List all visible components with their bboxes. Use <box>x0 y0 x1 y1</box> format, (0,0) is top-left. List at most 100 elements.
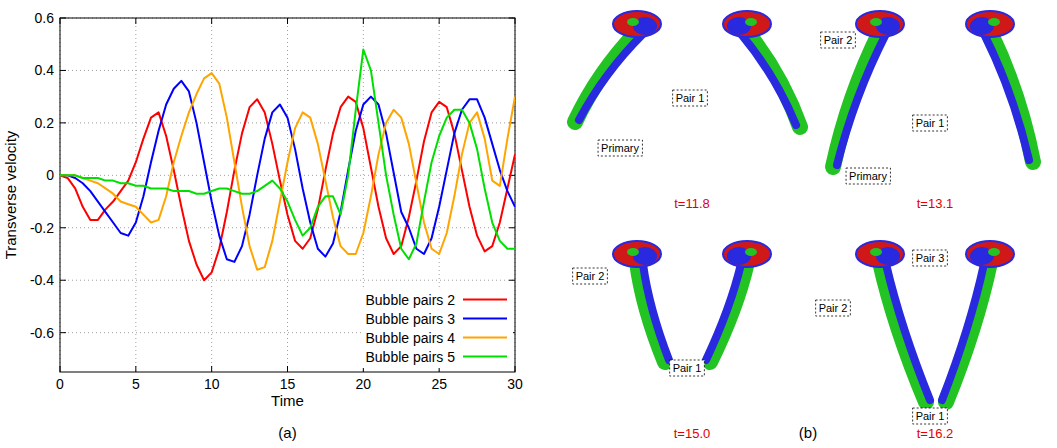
label-box <box>846 168 890 184</box>
grid-line <box>135 18 136 372</box>
tick <box>60 332 66 333</box>
bubble-tail <box>741 34 796 125</box>
series-line <box>60 97 515 281</box>
bubble-tail <box>942 264 984 400</box>
tick <box>60 122 66 123</box>
label-box <box>913 115 948 131</box>
bubble-tail <box>643 264 669 360</box>
legend-label: Bubble pairs 5 <box>365 349 455 365</box>
bubble-tail <box>886 264 930 400</box>
tick-label: -0.6 <box>30 325 54 341</box>
tick-label: 0.2 <box>35 115 55 131</box>
legend-swatch <box>463 356 507 358</box>
legend-swatch <box>463 337 507 339</box>
bubble-cap <box>856 11 904 37</box>
tick-label: 0 <box>46 167 54 183</box>
snapshot: Pair 2 Pair 1 t=15.0 <box>573 241 771 441</box>
tick-label: 15 <box>280 376 296 392</box>
series-line <box>60 49 515 259</box>
snapshot-label: Pair 2 <box>576 270 605 282</box>
snapshot-label: Pair 1 <box>916 410 945 422</box>
panel-label: (b) <box>799 424 817 441</box>
tick <box>135 366 136 372</box>
grid-line <box>287 18 288 372</box>
panel-label: (a) <box>278 424 296 441</box>
tick <box>439 18 440 24</box>
legend-swatch <box>463 299 507 301</box>
snapshot-label: Pair 1 <box>676 92 705 104</box>
legend-label: Bubble pairs 4 <box>365 330 455 346</box>
label-box <box>673 90 708 106</box>
bubble-cap <box>723 241 771 267</box>
snapshot: Pair 3Pair 2Pair 1t=16.2 <box>816 241 1014 441</box>
snapshot-label: Primary <box>601 142 639 154</box>
series-group <box>60 49 515 280</box>
tick-label: 5 <box>132 376 140 392</box>
legend-bg <box>361 288 513 368</box>
snapshot-label: Pair 1 <box>916 117 945 129</box>
bubble-cap <box>745 18 757 26</box>
legend-label: Bubble pairs 2 <box>365 292 455 308</box>
tick <box>509 70 515 71</box>
tick <box>211 366 212 372</box>
tick-label: 25 <box>431 376 447 392</box>
label-box <box>913 408 948 424</box>
axis-title: Time <box>271 392 304 409</box>
tick <box>287 366 288 372</box>
label-box <box>598 140 642 156</box>
tick-label: 30 <box>507 376 523 392</box>
tick <box>135 18 136 24</box>
bubble-cap <box>627 18 639 26</box>
snapshot: Pair 2 Pair 1 Primary t=13.1 <box>821 11 1033 211</box>
snapshot-label: Pair 1 <box>673 362 702 374</box>
tick <box>509 280 515 281</box>
bubble-tail <box>837 34 886 165</box>
legend: Bubble pairs 2 Bubble pairs 3 Bubble pairs… <box>361 288 513 368</box>
tick-label: -0.4 <box>30 272 54 288</box>
grid <box>60 18 515 372</box>
grid-line <box>60 280 515 281</box>
tick <box>60 70 66 71</box>
snapshot-time: t=15.0 <box>674 426 711 441</box>
tick-label: 20 <box>356 376 372 392</box>
bubble-cap <box>988 248 1000 256</box>
label-box <box>670 360 705 376</box>
tick <box>60 227 66 228</box>
legend-swatch <box>463 318 507 320</box>
tick <box>211 18 212 24</box>
tick-label: -0.2 <box>30 220 54 236</box>
bubble-tail <box>984 34 1029 160</box>
bubble-cap <box>613 241 661 267</box>
tick <box>509 227 515 228</box>
legend-label: Bubble pairs 3 <box>365 311 455 327</box>
label-box <box>816 300 851 316</box>
bubble-cap <box>613 11 661 37</box>
bubble-cap <box>988 18 1000 26</box>
tick-label: 0.6 <box>35 10 55 26</box>
label-box <box>913 250 948 266</box>
plot-frame <box>60 18 515 372</box>
bubble-cap <box>966 11 1014 37</box>
bubble-cap <box>745 248 757 256</box>
bubble-cap <box>870 18 882 26</box>
snapshot-label: Pair 2 <box>824 34 853 46</box>
tick <box>363 18 364 24</box>
label-box <box>573 268 608 284</box>
snapshot-time: t=11.8 <box>674 196 710 211</box>
bubble-cap <box>856 241 904 267</box>
snapshot-label: Primary <box>849 170 887 182</box>
snapshot-time: t=13.1 <box>917 196 954 211</box>
tick <box>60 280 66 281</box>
tick-label: 0.4 <box>35 62 55 78</box>
snapshot-time: t=16.2 <box>917 426 954 441</box>
tick-label: 0 <box>56 376 64 392</box>
snapshot: Pair 1 Primary t=11.8 <box>575 11 800 211</box>
series-line <box>60 73 515 270</box>
tick-label: 10 <box>204 376 220 392</box>
snapshot-label: Pair 2 <box>819 302 848 314</box>
label-box <box>821 32 856 48</box>
axes: 0.60.40.20-0.2-0.4-0.6051015202530TimeTr… <box>2 10 523 409</box>
bubble-cap <box>870 248 882 256</box>
figure: 0.60.40.20-0.2-0.4-0.6051015202530TimeTr… <box>0 0 1057 448</box>
bubble-cap <box>966 241 1014 267</box>
